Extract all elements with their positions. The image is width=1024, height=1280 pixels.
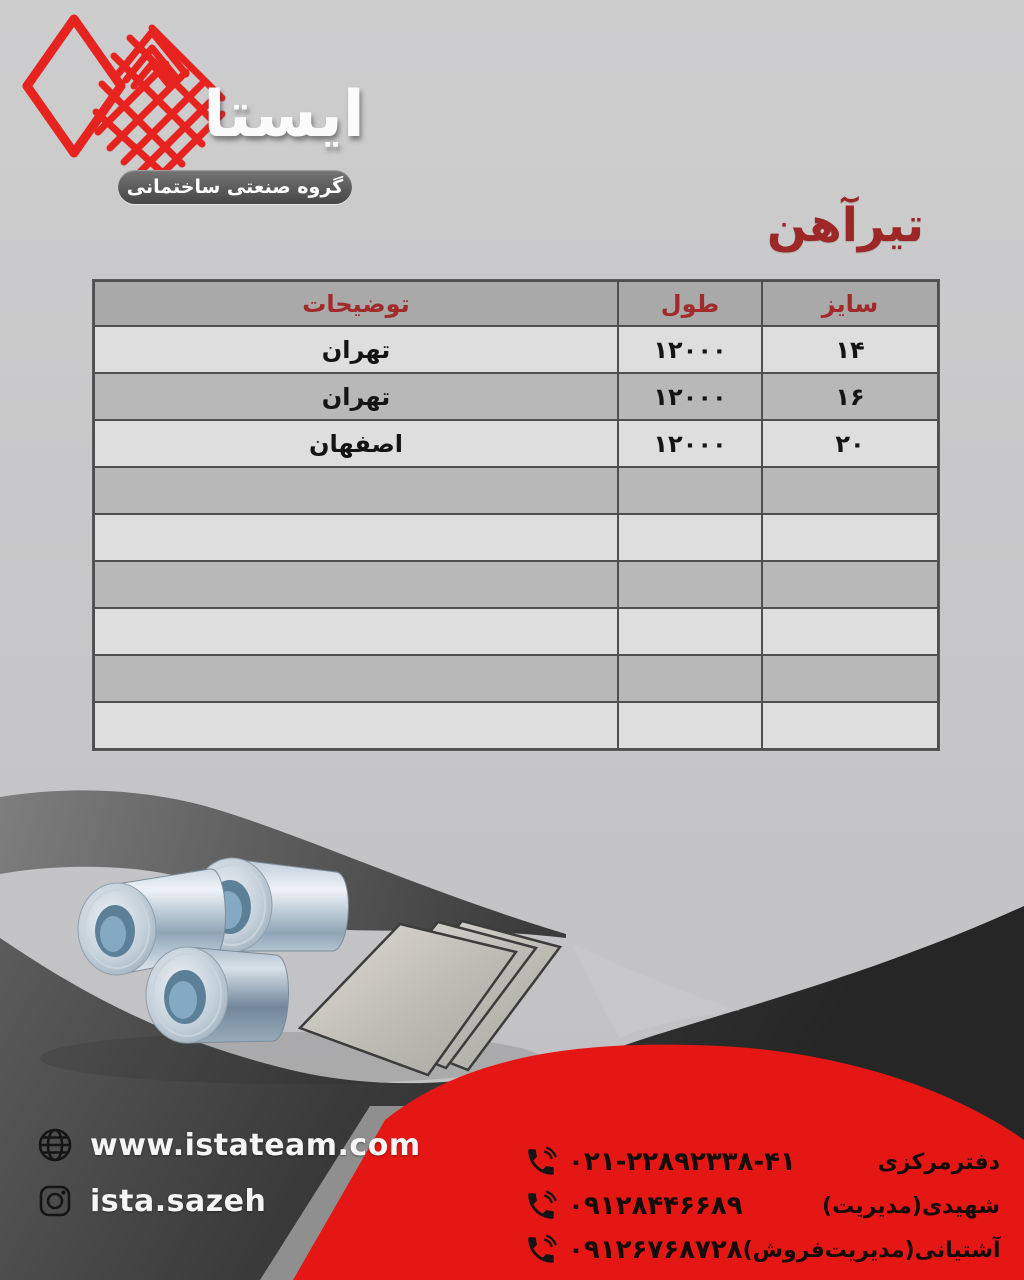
brand-logo: ایستا گروه صنعتی ساختمانی [6,4,406,219]
cell-notes [93,654,619,703]
cell-size [761,654,939,703]
phone-number: ۰۹۱۲۸۴۴۶۶۸۹ [568,1191,743,1221]
cell-notes [93,607,619,656]
instagram-link[interactable]: ista.sazeh [36,1178,396,1224]
bottom-decoration [0,790,1024,1280]
website-link[interactable]: www.istateam.com [36,1122,420,1168]
contact-left-block: www.istateam.com ista.sazeh [36,1122,420,1234]
cell-length [617,701,763,750]
cell-size: ۱۴ [761,325,939,374]
cell-length [617,466,763,515]
cell-notes [93,560,619,609]
phone-row-office[interactable]: ۰۲۱-۲۲۸۹۲۳۳۸-۴۱ دفترمرکزی [524,1140,1000,1184]
logo-mark-icon [22,14,226,182]
phone-row-management[interactable]: ۰۹۱۲۸۴۴۶۶۸۹ شهیدی(مدیریت) [524,1184,1000,1228]
cell-size [761,701,939,750]
contact-right-block: ۰۲۱-۲۲۸۹۲۳۳۸-۴۱ دفترمرکزی ۰۹۱۲۸۴۴۶۶۸۹ شه… [524,1140,1001,1272]
cell-length: ۱۲۰۰۰ [617,325,763,374]
phone-icon [528,1190,557,1219]
table-row: ۲۰ ۱۲۰۰۰ اصفهان [93,419,939,468]
cell-length [617,607,763,656]
table-row-empty [93,560,939,609]
wave-light-sliver [572,944,740,1038]
instagram-text: ista.sazeh [90,1183,267,1219]
table-row-empty [93,513,939,562]
steel-coil [145,946,289,1044]
table-row: ۱۶ ۱۲۰۰۰ تهران [93,372,939,421]
cell-length: ۱۲۰۰۰ [617,419,763,468]
cell-size: ۲۰ [761,419,939,468]
phone-number: ۰۹۱۲۶۷۶۸۷۲۸ [568,1235,743,1265]
table-row: ۱۴ ۱۲۰۰۰ تهران [93,325,939,374]
phone-icon [528,1146,557,1175]
cell-length [617,513,763,562]
phone-icon [528,1234,557,1263]
table-row-empty [93,607,939,656]
cell-notes: تهران [93,325,619,374]
brand-tagline-badge: گروه صنعتی ساختمانی [118,170,352,204]
logo-diamond [22,14,126,158]
cell-size [761,560,939,609]
col-header-length: طول [617,280,763,327]
phone-label: شهیدی(مدیریت) [822,1193,1000,1219]
cell-notes [93,701,619,750]
page-title: تیرآهن [766,198,924,253]
website-text: www.istateam.com [90,1127,421,1163]
table-row-empty [93,701,939,750]
cell-length [617,560,763,609]
cell-size [761,607,939,656]
cell-notes: اصفهان [93,419,619,468]
red-curve [293,1044,1024,1280]
cell-size [761,513,939,562]
phone-label: آشتیانی(مدیریت‌فروش) [742,1237,1001,1263]
cell-notes [93,466,619,515]
brand-name: ایستا [203,78,365,152]
price-table: سایز طول توضیحات ۱۴ ۱۲۰۰۰ تهران ۱۶ ۱۲۰۰۰… [93,280,939,750]
steel-products-photo [40,857,563,1084]
phone-row-sales[interactable]: ۰۹۱۲۶۷۶۸۷۲۸ آشتیانی(مدیریت‌فروش) [524,1228,1001,1272]
cell-size: ۱۶ [761,372,939,421]
cell-notes [93,513,619,562]
steel-sheets [297,919,563,1077]
wave-ribbon [0,790,566,938]
phone-label: دفترمرکزی [877,1149,1000,1175]
col-header-notes: توضیحات [93,280,619,327]
col-header-size: سایز [761,280,939,327]
table-header-row: سایز طول توضیحات [93,280,939,327]
cell-size [761,466,939,515]
table-row-empty [93,654,939,703]
instagram-icon [39,1185,71,1217]
cell-length [617,654,763,703]
cell-notes: تهران [93,372,619,421]
table-row-empty [93,466,939,515]
cell-length: ۱۲۰۰۰ [617,372,763,421]
globe-icon [38,1128,72,1162]
logo-mesh [92,24,226,182]
phone-number: ۰۲۱-۲۲۸۹۲۳۳۸-۴۱ [568,1147,796,1177]
